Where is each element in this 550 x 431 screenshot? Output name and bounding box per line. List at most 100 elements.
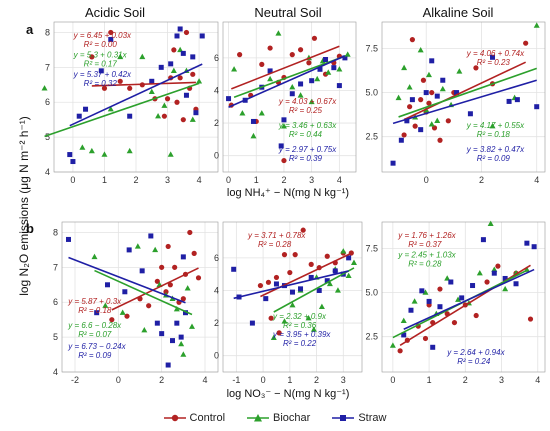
biochar-regression-line bbox=[233, 54, 348, 98]
control-r-squared: R² = 0.37 bbox=[408, 240, 442, 249]
straw-regression-line bbox=[69, 63, 203, 127]
straw-point bbox=[199, 33, 205, 39]
control-r-squared: R² = 0.25 bbox=[289, 106, 323, 115]
control-regression-line bbox=[260, 252, 352, 298]
control-point bbox=[300, 227, 306, 233]
x-tick-label: 4 bbox=[535, 375, 540, 385]
straw-equation: y = 3.95 + 0.39x bbox=[272, 330, 331, 339]
x-tick-label: 0 bbox=[424, 175, 429, 185]
straw-regression-line bbox=[403, 268, 535, 330]
y-tick-label: 0 bbox=[214, 351, 219, 361]
biochar-point bbox=[134, 243, 141, 249]
legend-item-straw: Straw bbox=[332, 412, 386, 424]
biochar-point bbox=[189, 323, 195, 329]
straw-point bbox=[426, 298, 432, 304]
straw-r-squared: R² = 0.09 bbox=[477, 154, 511, 163]
plot-area bbox=[382, 22, 545, 172]
straw-point bbox=[127, 113, 133, 119]
straw-regression-line bbox=[233, 270, 349, 300]
y-tick-label: 5 bbox=[53, 332, 58, 342]
biochar-marker-icon bbox=[247, 414, 270, 422]
plot-border bbox=[222, 21, 357, 173]
straw-point bbox=[531, 244, 537, 250]
straw-point bbox=[193, 110, 199, 116]
control-point bbox=[324, 253, 330, 259]
straw-point bbox=[480, 237, 486, 243]
control-point bbox=[445, 118, 451, 124]
control-point bbox=[412, 123, 418, 129]
straw-point bbox=[418, 127, 424, 133]
y-tick-label: 5.0 bbox=[365, 88, 378, 98]
straw-point bbox=[281, 117, 287, 123]
control-point bbox=[397, 348, 403, 354]
straw-point bbox=[332, 268, 338, 274]
legend-label-biochar: Biochar bbox=[273, 412, 311, 424]
plot-border bbox=[53, 21, 219, 173]
biochar-point bbox=[325, 69, 332, 75]
biochar-point bbox=[101, 151, 108, 157]
biochar-point bbox=[326, 280, 333, 287]
biochar-point bbox=[231, 66, 238, 72]
x-tick-label: 3 bbox=[309, 175, 314, 185]
straw-point bbox=[342, 55, 348, 61]
y-tick-label: 6 bbox=[214, 53, 219, 63]
biochar-point bbox=[334, 287, 341, 293]
x-tick-label: 0 bbox=[116, 375, 121, 385]
straw-point bbox=[430, 344, 436, 350]
biochar-point bbox=[141, 326, 148, 333]
biochar-point bbox=[139, 53, 146, 60]
straw-regression-line bbox=[68, 256, 186, 304]
control-equation: y = 1.76 + 1.26x bbox=[397, 231, 456, 240]
control-point bbox=[164, 96, 171, 102]
straw-point bbox=[174, 320, 180, 326]
straw-point bbox=[190, 54, 196, 60]
control-point bbox=[268, 315, 274, 321]
biochar-point bbox=[345, 272, 352, 279]
biochar-point bbox=[305, 314, 312, 321]
control-regression-line bbox=[111, 267, 199, 311]
straw-point bbox=[534, 104, 540, 110]
biochar-point bbox=[170, 67, 177, 74]
control-point bbox=[265, 279, 272, 285]
control-point bbox=[108, 29, 114, 36]
control-regression-line bbox=[231, 45, 340, 90]
straw-equation: y = 5.37 + 0.42x bbox=[73, 70, 132, 79]
control-r-squared: R² = 0.23 bbox=[477, 58, 511, 67]
biochar-point bbox=[152, 246, 159, 253]
y-tick-label: 4 bbox=[214, 85, 219, 95]
column-title-neutral: Neutral Soil bbox=[254, 5, 321, 20]
control-equation: y = 3.71 + 0.78x bbox=[247, 231, 306, 240]
control-point bbox=[195, 275, 202, 281]
biochar-point bbox=[91, 253, 98, 260]
straw-point bbox=[408, 307, 414, 313]
control-regression-line bbox=[91, 81, 196, 87]
straw-point bbox=[168, 61, 174, 67]
y-tick-label: 4 bbox=[214, 285, 219, 295]
biochar-r-squared: R² = 0.07 bbox=[78, 330, 112, 339]
biochar-point bbox=[79, 144, 86, 150]
straw-point bbox=[178, 334, 184, 340]
x-tick-label: 1 bbox=[102, 175, 107, 185]
straw-point bbox=[180, 50, 186, 56]
y-tick-label: 8 bbox=[45, 27, 50, 37]
biochar-point bbox=[275, 30, 282, 36]
control-point bbox=[124, 313, 130, 319]
control-point bbox=[407, 104, 413, 110]
biochar-point bbox=[173, 306, 180, 312]
control-point bbox=[420, 77, 427, 83]
straw-point bbox=[139, 268, 145, 274]
straw-point bbox=[513, 281, 519, 287]
control-point bbox=[429, 89, 435, 96]
plot-border bbox=[61, 221, 219, 373]
straw-point bbox=[267, 68, 273, 74]
biochar-point bbox=[289, 301, 296, 308]
plot-border bbox=[381, 221, 546, 373]
straw-point bbox=[183, 92, 189, 98]
biochar-point bbox=[189, 116, 196, 122]
x-tick-label: 3 bbox=[499, 375, 504, 385]
straw-point bbox=[401, 332, 407, 338]
biochar-point bbox=[444, 275, 451, 281]
biochar-point bbox=[41, 85, 48, 91]
biochar-point bbox=[310, 326, 317, 332]
